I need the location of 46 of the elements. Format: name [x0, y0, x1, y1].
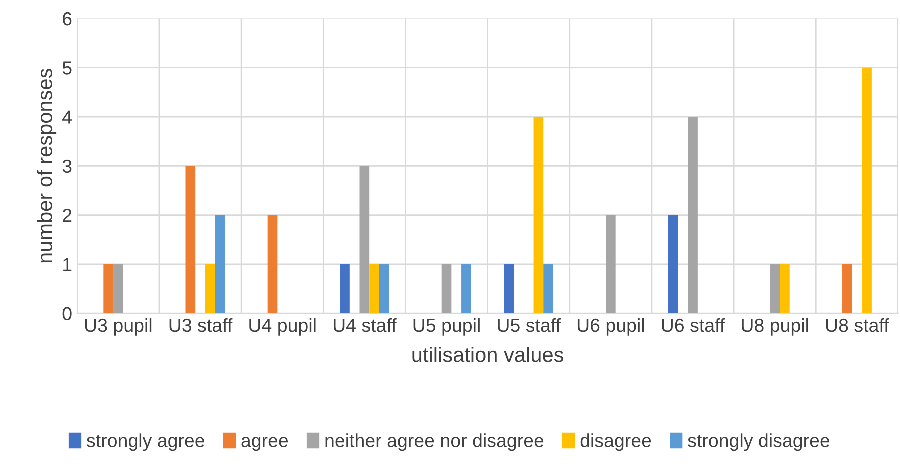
y-tick-label: 2 — [63, 208, 72, 222]
x-tick-label: U5 pupil — [414, 318, 480, 336]
bar — [379, 264, 390, 314]
legend-label: strongly disagree — [688, 434, 830, 452]
bar — [534, 117, 544, 314]
x-tick-label: U4 pupil — [250, 318, 316, 336]
bar — [770, 264, 780, 314]
x-tick-label: U3 pupil — [85, 318, 152, 336]
legend-label: agree — [242, 437, 288, 452]
x-tick-label: U6 staff — [662, 318, 726, 332]
x-tick-label: U6 pupil — [578, 318, 644, 336]
bar — [668, 215, 678, 314]
bar — [186, 166, 196, 314]
bar — [215, 215, 226, 314]
bar — [862, 68, 872, 314]
bar — [780, 264, 790, 314]
bar — [104, 264, 114, 314]
bar — [205, 264, 216, 314]
x-tick-label: U4 staff — [334, 318, 397, 332]
bar — [268, 215, 278, 314]
legend-label: neither agree nor disagree — [326, 434, 544, 452]
x-tick-label: U8 staff — [826, 318, 890, 332]
y-tick-label: 3 — [62, 160, 72, 174]
legend-label: disagree — [580, 434, 652, 452]
y-tick-label: 6 — [63, 12, 72, 26]
bar — [606, 215, 616, 314]
bar — [462, 264, 472, 314]
bar — [114, 264, 124, 314]
bar — [442, 264, 452, 314]
y-tick-label: 4 — [62, 110, 72, 124]
y-tick-label: 1 — [64, 258, 72, 272]
y-tick-label: 5 — [62, 62, 72, 75]
x-axis-title: utilisation values — [412, 347, 564, 362]
bar — [544, 264, 554, 314]
bar — [688, 117, 698, 314]
bar — [360, 166, 370, 314]
x-tick-label: U8 pupil — [742, 318, 808, 336]
x-tick-label: U3 staff — [170, 318, 233, 332]
bar — [370, 264, 380, 314]
bar — [340, 264, 350, 314]
bar — [842, 264, 852, 314]
legend-label: strongly agree — [87, 434, 204, 452]
bar — [504, 264, 514, 314]
y-axis-title: number of responses — [37, 69, 57, 263]
x-tick-label: U5 staff — [498, 318, 562, 332]
y-tick-label: 0 — [62, 307, 72, 321]
